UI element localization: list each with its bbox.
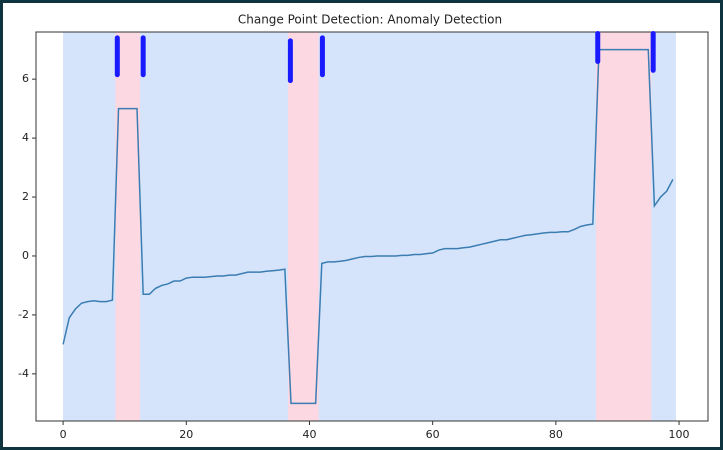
shaded-span [287, 32, 319, 421]
plot-frame [35, 31, 709, 422]
chart-title: Change Point Detection: Anomaly Detectio… [238, 13, 502, 27]
y-tick-label: 4 [22, 131, 29, 144]
y-tick-label: 0 [22, 249, 29, 262]
shaded-span [595, 32, 652, 421]
y-tick-label: 2 [22, 190, 29, 203]
x-tick-label: 40 [302, 428, 316, 441]
shaded-span [115, 32, 141, 421]
x-tick-label: 0 [60, 428, 67, 441]
y-tick-label: -4 [18, 367, 29, 380]
shaded-span [63, 32, 676, 421]
x-tick-label: 20 [179, 428, 193, 441]
x-tick-label: 80 [549, 428, 563, 441]
x-tick-label: 60 [426, 428, 440, 441]
x-tick-label: 100 [669, 428, 690, 441]
y-tick-label: 6 [22, 72, 29, 85]
data-line [62, 48, 674, 405]
y-tick-label: -2 [18, 308, 29, 321]
